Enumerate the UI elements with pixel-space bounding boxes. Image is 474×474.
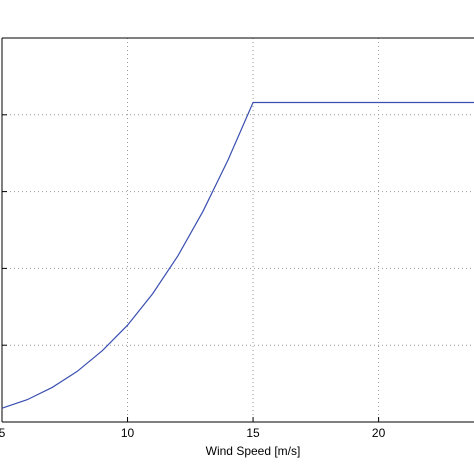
x-axis-label: Wind Speed [m/s] bbox=[206, 444, 301, 458]
x-tick-label: 10 bbox=[121, 426, 135, 440]
data-line bbox=[1, 101, 474, 409]
x-tick-label: 5 bbox=[0, 426, 6, 440]
x-tick-label: 15 bbox=[246, 426, 260, 440]
x-tick-label: 20 bbox=[372, 426, 386, 440]
